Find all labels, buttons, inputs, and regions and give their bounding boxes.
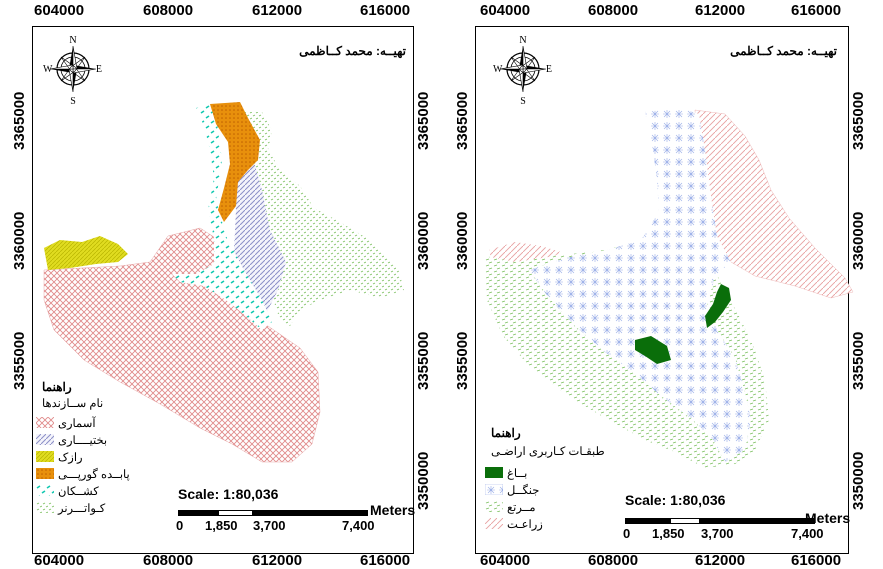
legend-subtitle: طبقـات کـاربری اراضـی <box>491 446 605 458</box>
legend-item: زراعـت <box>485 515 625 532</box>
unit-asmari <box>43 227 321 463</box>
x-tick-label: 612000 <box>695 2 746 19</box>
legend-label: کشــکان <box>58 485 99 498</box>
landuse-polygons <box>485 108 854 468</box>
scale-bar: Scale: 1:80,036 Meters 0 1,850 3,700 7,4… <box>176 486 418 533</box>
scale-label: 7,400 <box>791 526 824 541</box>
legend-title: راهنما <box>42 380 72 394</box>
scale-label: 1,850 <box>652 526 685 541</box>
scale-label: 0 <box>623 526 631 541</box>
x-tick-label: 608000 <box>588 2 639 19</box>
x-tick-label: 616000 <box>791 2 842 19</box>
x-tick-label: 608000 <box>588 552 639 569</box>
x-tick-label: 612000 <box>252 2 303 19</box>
legend-item: بختیــــاری <box>36 431 176 448</box>
geology-map: 604000 608000 612000 616000 604000 60800… <box>0 0 438 569</box>
landuse-map: 604000 608000 612000 616000 604000 60800… <box>445 0 883 569</box>
x-tick-label: 616000 <box>791 552 842 569</box>
scale-unit: Meters <box>805 510 851 526</box>
scale-label: 1,850 <box>205 518 238 533</box>
compass-s: S <box>70 96 76 105</box>
legend: راهنما نام ســازندها آسماری بختیــــاری … <box>36 380 176 516</box>
compass-e: E <box>96 64 102 75</box>
legend-item: رازک <box>36 448 176 465</box>
legend-subtitle: نام ســازندها <box>42 398 104 410</box>
class-forest <box>529 108 751 462</box>
x-tick-label: 608000 <box>143 552 194 569</box>
compass-n: N <box>69 35 76 46</box>
compass-w: W <box>493 64 503 75</box>
x-tick-label: 616000 <box>360 552 411 569</box>
geology-polygons <box>43 102 404 463</box>
class-orchard <box>635 336 671 364</box>
x-tick-label: 612000 <box>695 552 746 569</box>
legend-title: راهنما <box>491 426 521 440</box>
legend-item: کشــکان <box>36 482 176 499</box>
scale-unit: Meters <box>370 502 416 518</box>
scale-label: 3,700 <box>253 518 286 533</box>
legend-item: پابــده گورپـــی <box>36 465 176 482</box>
legend-label: بــاغ <box>507 467 528 480</box>
legend-label: زراعـت <box>507 518 543 531</box>
x-tick-label: 612000 <box>252 552 303 569</box>
unit-pabdeh <box>210 102 260 222</box>
scale-bar: Scale: 1:80,036 <box>625 492 845 508</box>
legend-item: کـواتـــرنر <box>36 499 176 516</box>
compass-w: W <box>43 64 53 75</box>
legend: راهنما طبقـات کـاربری اراضـی بــاغ جنگــ… <box>485 426 625 532</box>
x-tick-label: 604000 <box>480 552 531 569</box>
legend-label: رازک <box>58 451 83 464</box>
x-tick-label: 604000 <box>480 2 531 19</box>
north-arrow-icon: N S E W <box>43 33 103 107</box>
legend-label: پابــده گورپـــی <box>58 468 130 481</box>
compass-n: N <box>519 35 526 46</box>
class-orchard <box>705 284 731 328</box>
scale-label: 7,400 <box>342 518 375 533</box>
unit-kashkan <box>172 104 272 330</box>
scale-label: 0 <box>176 518 184 533</box>
legend-label: جنگــل <box>507 484 540 497</box>
x-tick-label: 604000 <box>34 552 85 569</box>
compass-e: E <box>546 64 552 75</box>
scale-title: Scale: 1:80,036 <box>178 486 279 502</box>
legend-label: مــرتع <box>507 501 536 514</box>
scale-label: 3,700 <box>701 526 734 541</box>
x-tick-label: 604000 <box>34 2 85 19</box>
scale-bar-graphic: Meters 0 1,850 3,700 7,400 <box>623 510 865 541</box>
legend-item: آسماری <box>36 414 176 431</box>
x-tick-label: 608000 <box>143 2 194 19</box>
legend-item: جنگــل <box>485 481 625 498</box>
legend-item: بــاغ <box>485 464 625 481</box>
legend-label: آسماری <box>58 417 96 430</box>
legend-item: مــرتع <box>485 498 625 515</box>
legend-label: بختیــــاری <box>58 434 108 447</box>
compass-s: S <box>520 96 526 105</box>
legend-label: کـواتـــرنر <box>58 502 106 515</box>
map-author: تهیــه: محمد کــاظمی <box>730 44 837 58</box>
scale-title: Scale: 1:80,036 <box>625 492 726 508</box>
x-tick-label: 616000 <box>360 2 411 19</box>
map-author: تهیــه: محمد کــاظمی <box>299 44 406 58</box>
north-arrow-icon: N S E W <box>493 33 553 107</box>
unit-razak <box>44 236 128 270</box>
